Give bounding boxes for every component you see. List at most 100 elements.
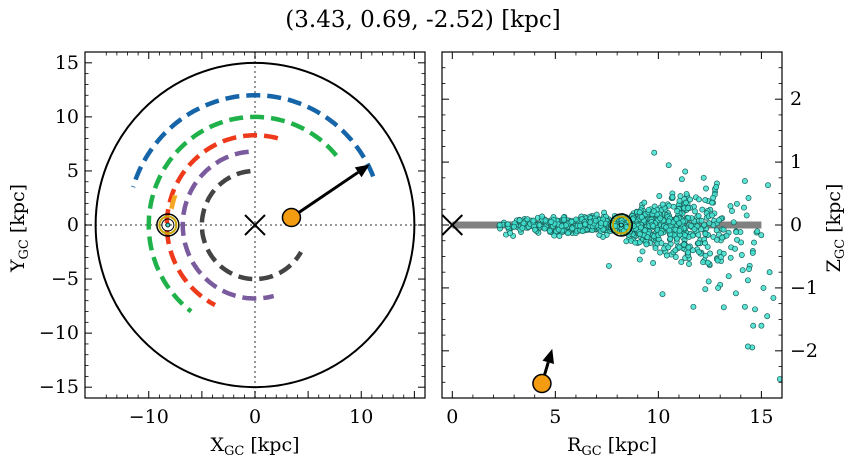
left-xlabel: XGC [kpc] [210,434,299,459]
star-point [698,217,705,224]
star-point [738,252,745,258]
star-point [669,194,676,201]
left-panel: −10 0 10 15 10 5 0 −5 −10 −15 [39,51,426,428]
star-point [713,184,720,190]
star-point [642,227,648,234]
y-tick-label: 0 [67,214,79,236]
star-point [564,230,571,237]
star-point [568,218,575,225]
star-point [715,284,722,291]
y-tick-label: −5 [51,268,79,290]
source-marker [281,207,302,228]
x-tick-label: −10 [129,406,169,428]
y-tick-label: 0 [790,214,802,236]
star-point [657,230,664,237]
right-xlabel: RGC [kpc] [567,434,657,459]
star-point [665,162,672,169]
star-point [536,222,543,229]
star-point [652,245,659,252]
disk-boundary [94,61,416,389]
star-point [776,376,782,383]
star-point [593,211,600,218]
right-ylabel: ZGC [kpc] [823,184,848,273]
star-point [678,259,685,266]
star-point [623,238,630,245]
left-ylabel: YGC [kpc] [7,184,32,273]
star-point [685,205,692,211]
star-point [704,259,711,266]
star-point [741,178,748,185]
star-point [681,232,688,239]
star-point [758,322,765,329]
star-point [764,313,771,320]
star-point [682,168,689,175]
star-point [739,267,746,274]
y-tick-label: 10 [55,106,79,128]
star-point [657,215,664,222]
x-tick-label: 10 [646,406,670,428]
spiral-arm-5 [168,194,178,214]
star-point [702,286,709,293]
star-point [741,303,748,310]
star-point [645,206,652,213]
star-point [507,230,514,237]
star-point [715,217,722,224]
star-point [511,223,517,230]
star-point [741,204,747,211]
star-point [539,213,545,220]
star-point [598,220,605,227]
star-point [636,231,643,238]
star-point [692,208,698,215]
galactic-center-marker [442,214,464,236]
star-point [689,232,696,239]
star-point [641,199,648,206]
star-point [577,222,584,229]
star-point [531,226,538,233]
star-point [709,199,715,206]
star-point [695,240,702,247]
star-point [676,220,683,227]
velocity-arrow-head [542,348,554,365]
star-point [732,290,739,297]
sun-dot [165,222,171,228]
x-tick-label: 0 [446,406,458,428]
sun-mid-ring [158,215,178,235]
star-point [665,218,672,225]
star-point [738,239,745,246]
star-point [674,235,680,242]
star-point [639,248,646,255]
star-point [678,176,685,183]
star-point [710,194,717,201]
star-point [657,249,663,256]
star-point [700,174,707,181]
star-point [659,291,666,298]
star-point [704,243,711,250]
star-point [751,239,757,246]
star-point [656,193,663,199]
star-point [587,219,594,226]
star-point [702,197,709,204]
velocity-arrow-head [354,164,370,178]
star-point [561,216,567,223]
star-point [687,196,694,203]
star-point [504,221,511,228]
star-point [745,195,752,201]
star-point [706,220,713,227]
star-point [705,278,712,285]
star-point [637,224,644,231]
star-point [746,266,752,272]
sun-outer-ring [156,213,180,237]
star-point [650,223,657,230]
star-point [592,217,599,224]
star-point [672,254,679,260]
star-point [556,233,563,240]
spiral-arm-3 [146,114,339,314]
star-point [636,209,643,216]
star-point [743,212,750,219]
star-point [766,269,773,276]
x-tick-label: 0 [249,406,261,428]
star-point [638,214,645,220]
star-point [709,212,716,219]
star-point [699,206,706,213]
